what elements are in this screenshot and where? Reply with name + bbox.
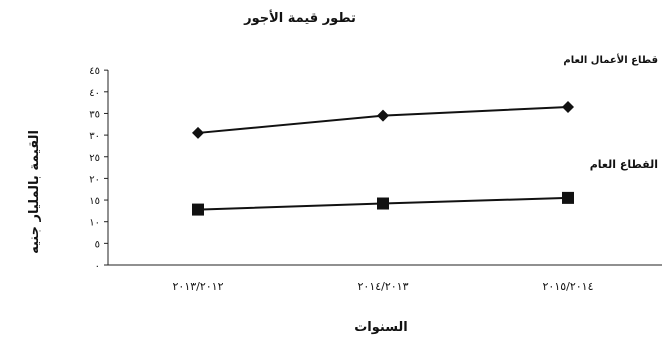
y-tick-label: ٣٠ bbox=[89, 131, 100, 142]
series-label-2: القطاع العام bbox=[590, 158, 658, 171]
x-tick-label: ٢٠١٣/٢٠١٢ bbox=[173, 280, 224, 293]
x-tick-label: ٢٠١٤/٢٠١٣ bbox=[358, 280, 409, 293]
y-tick-label: ٤٥ bbox=[89, 66, 100, 77]
axes: ٠ ٥ ١٠ ١٥ ٢٠ ٢٥ ٣٠ ٣٥ ٤٠ ٤٥ ٢٠١٣/٢٠١٢ ٢٠١٤/٢٠١٣ ٢٠١٥… bbox=[89, 66, 662, 293]
data-point-diamond bbox=[192, 126, 204, 139]
y-tick-label: ١٥ bbox=[89, 196, 100, 207]
x-axis-label: السنوات bbox=[354, 320, 408, 335]
data-point-square bbox=[192, 203, 204, 216]
y-tick-label: ٢٠ bbox=[89, 174, 100, 185]
series-marks bbox=[192, 100, 574, 216]
data-point-diamond bbox=[377, 109, 389, 122]
y-tick-label: ٥ bbox=[95, 239, 100, 250]
chart-title: تطور قيمة الأجور bbox=[243, 9, 356, 26]
data-point-square bbox=[562, 191, 574, 204]
y-tick-label: ٤٠ bbox=[89, 88, 100, 99]
y-tick-label: ١٠ bbox=[89, 218, 100, 229]
data-point-diamond bbox=[562, 100, 574, 113]
data-point-square bbox=[377, 197, 389, 210]
y-tick-label: ٢٥ bbox=[89, 153, 100, 164]
y-axis-label: القيمة بالمليار جنيه bbox=[27, 130, 42, 254]
y-tick-label: ٠ bbox=[95, 261, 100, 272]
series-label-1: قطاع الأعمال العام bbox=[563, 53, 658, 66]
y-tick-label: ٣٥ bbox=[89, 109, 100, 120]
x-tick-label: ٢٠١٥/٢٠١٤ bbox=[543, 280, 594, 293]
